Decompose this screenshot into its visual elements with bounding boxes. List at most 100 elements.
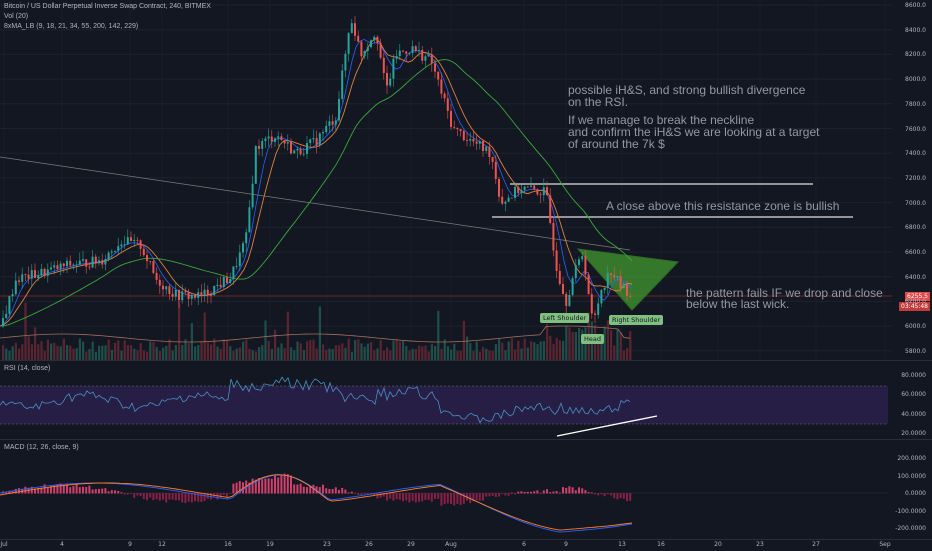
macd-histogram-bar: [133, 493, 136, 498]
volume-bar: [267, 340, 270, 360]
macd-pane[interactable]: MACD (12, 26, close, 9) 200.0000 100.0000…: [0, 439, 932, 540]
volume-bar: [565, 325, 568, 360]
candle-body: [187, 292, 190, 299]
candle-body: [27, 274, 30, 279]
candle-body: [370, 40, 372, 48]
macd-histogram-bar: [373, 493, 376, 495]
macd-histogram-bar: [98, 488, 100, 494]
volume-bar: [379, 340, 382, 360]
volume-bar: [517, 340, 520, 360]
volume-bar: [354, 340, 357, 360]
macd-axis-tick: 100.0000: [897, 473, 926, 480]
macd-histogram-bar: [107, 491, 110, 494]
macd-histogram-bar: [402, 493, 404, 502]
price-axis-tick: 7600.0: [905, 125, 926, 133]
price-axis-tick: 6200.0: [905, 298, 926, 306]
candle-body: [261, 141, 264, 149]
price-axis-tick: 8200.0: [905, 51, 926, 59]
volume-bar: [53, 342, 56, 360]
candle-body: [533, 185, 536, 190]
macd-histogram-bar: [197, 493, 200, 502]
macd-histogram-bar: [203, 493, 206, 501]
candle-body: [53, 265, 56, 268]
candle-body: [232, 266, 235, 280]
candle-body: [526, 186, 529, 188]
macd-histogram-bar: [104, 488, 107, 494]
macd-histogram-bar: [331, 489, 334, 494]
time-axis-tick: 19: [266, 541, 274, 548]
candle-body: [341, 70, 344, 99]
volume-bar: [462, 320, 465, 360]
volume-bar: [251, 350, 254, 360]
candle-body: [104, 259, 107, 265]
candle-body: [549, 195, 552, 224]
macd-histogram-bar: [69, 487, 72, 494]
volume-bar: [606, 320, 609, 360]
candle-body: [581, 256, 584, 260]
volume-bar: [274, 329, 277, 360]
macd-axis-tick: -200.0000: [895, 525, 926, 532]
volume-bar: [194, 346, 197, 360]
candle-body: [434, 63, 436, 72]
macd-histogram-bar: [238, 481, 241, 494]
time-axis[interactable]: Jul 4 9 12 16 19 23 26 29 Aug 6 9 13 16 20 23 27 Sep: [0, 539, 932, 551]
candle-body: [171, 293, 174, 297]
ma-indicator-label[interactable]: 8xMA_LB (9, 18, 21, 34, 55, 200, 142, 22…: [4, 23, 139, 30]
volume-bar: [533, 342, 536, 360]
candle-body: [309, 139, 312, 144]
macd-histogram-bar: [309, 486, 312, 494]
volume-bar: [8, 350, 11, 360]
macd-histogram-bar: [258, 478, 260, 494]
candle-body: [254, 146, 257, 184]
annotation-divergence-1: possible iH&S, and strong bullish diverg…: [568, 83, 806, 97]
candle-body: [238, 252, 241, 267]
macd-histogram-bar: [149, 493, 152, 498]
macd-histogram-bar: [222, 493, 225, 496]
macd-histogram-bar: [341, 487, 344, 494]
price-chart-canvas[interactable]: [0, 0, 932, 360]
candle-body: [626, 284, 628, 296]
macd-histogram-bar: [75, 483, 78, 494]
macd-histogram-bar: [482, 493, 484, 501]
macd-histogram-bar: [347, 492, 350, 494]
volume-bar: [622, 350, 625, 360]
candle-body: [75, 264, 78, 266]
macd-histogram-bar: [594, 493, 596, 495]
candle-body: [514, 186, 516, 199]
macd-histogram-bar: [181, 493, 184, 503]
rsi-pane[interactable]: RSI (14, close) 80.0000 60.0000 40.0000 20.…: [0, 360, 932, 439]
candle-body: [216, 284, 219, 287]
macd-histogram-bar: [18, 488, 20, 494]
annotation-fail-1: the pattern fails IF we drop and close: [686, 286, 883, 300]
macd-histogram-bar: [510, 492, 513, 494]
candle-body: [350, 23, 353, 34]
macd-histogram-bar: [424, 493, 427, 500]
time-axis-tick: 13: [618, 541, 626, 548]
candle-body: [168, 286, 171, 294]
rsi-title[interactable]: RSI (14, close): [4, 365, 51, 372]
macd-title[interactable]: MACD (12, 26, close, 9): [4, 444, 79, 451]
macd-histogram-bar: [123, 493, 126, 495]
volume-bar: [334, 345, 337, 360]
volume-bar: [174, 345, 177, 360]
volume-bar: [210, 344, 213, 360]
candle-body: [91, 256, 94, 268]
candle-body: [46, 269, 49, 276]
rsi-chart-canvas[interactable]: [0, 361, 932, 439]
candle-body: [590, 294, 593, 314]
candle-body: [43, 268, 46, 276]
volume-bar: [130, 345, 133, 360]
candle-body: [450, 110, 452, 127]
candle-body: [552, 223, 555, 251]
macd-chart-canvas[interactable]: [0, 440, 932, 540]
macd-histogram-bar: [350, 491, 353, 494]
volume-bar: [510, 338, 513, 360]
vol-indicator-label[interactable]: Vol (20): [4, 13, 29, 20]
candle-body: [318, 133, 321, 146]
price-axis-tick: 8000.0: [905, 76, 926, 84]
volume-bar: [315, 348, 318, 360]
price-pane[interactable]: Bitcoin / US Dollar Perpetual Inverse Sw…: [0, 0, 932, 360]
candle-body: [88, 266, 91, 268]
macd-histogram-bar: [587, 492, 590, 494]
candle-body: [206, 289, 209, 295]
